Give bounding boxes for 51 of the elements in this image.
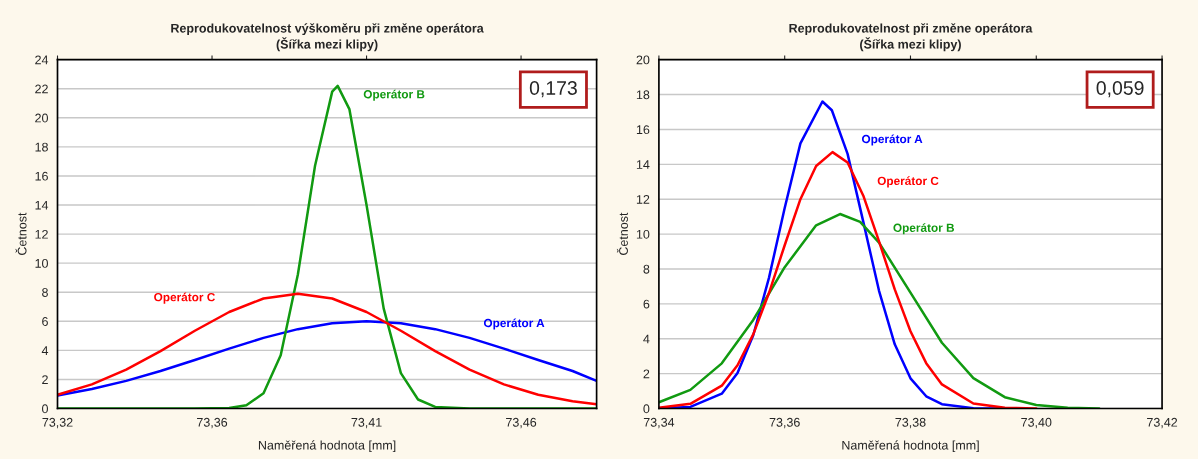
y-tick-label: 6 [42, 317, 48, 326]
x-tick-label: 73,46 [506, 417, 537, 429]
series-label: Operátor A [483, 318, 545, 330]
series-label: Operátor C [154, 292, 215, 304]
y-axis-title: Četnost [15, 212, 27, 255]
annotation: 0,173 [529, 81, 577, 98]
x-tick-label: 73,38 [895, 417, 926, 429]
y-tick-label: 18 [35, 142, 48, 152]
series-label: Operátor B [893, 223, 955, 235]
x-tick-label: 73,36 [197, 417, 228, 429]
x-tick-label: 73,36 [769, 417, 800, 429]
y-tick-label: 20 [636, 55, 650, 65]
y-tick-label: 0 [643, 404, 650, 414]
y-tick-label: 16 [35, 171, 48, 181]
line-series [658, 150, 1038, 409]
annotation: 0,059 [1096, 81, 1144, 98]
y-tick-label: 0 [42, 404, 48, 414]
y-tick-label: 12 [35, 229, 48, 239]
y-tick-label: 2 [42, 375, 48, 384]
y-tick-label: 8 [42, 288, 48, 297]
y-tick-label: 16 [636, 125, 650, 135]
y-tick-label: 20 [35, 113, 48, 123]
y-tick-label: 2 [643, 369, 650, 379]
x-tick-label: 73,41 [351, 417, 382, 429]
series-label: Operátor A [861, 134, 923, 146]
y-tick-label: 10 [35, 258, 48, 268]
y-tick-label: 22 [35, 84, 48, 94]
y-tick-label: 14 [35, 200, 49, 210]
x-tick-label: 73,32 [42, 417, 73, 429]
y-tick-label: 24 [35, 55, 49, 65]
line-series [57, 292, 597, 406]
x-axis-title: Naměřená hodnota [mm] [842, 440, 979, 453]
series-label: Operátor B [363, 89, 425, 101]
y-axis-title: Četnost [616, 212, 628, 255]
x-axis-title: Naměřená hodnota [mm] [258, 440, 396, 453]
series-label: Operátor C [877, 176, 939, 188]
x-tick-label: 73,40 [1021, 417, 1052, 429]
y-tick-label: 12 [636, 195, 650, 204]
y-tick-label: 14 [636, 160, 650, 169]
line-series [57, 320, 597, 397]
y-tick-label: 4 [643, 334, 650, 344]
x-tick-label: 73,42 [1147, 417, 1178, 429]
y-tick-label: 18 [636, 90, 650, 100]
chart-title: Reprodukovatelnost při změne operátora (Šířka mezi klipy) [789, 23, 1033, 52]
chart-title: Reprodukovatelnost výškoměru při změne operátora (Šířka mezi klipy) [171, 23, 484, 52]
y-tick-label: 4 [41, 346, 49, 355]
y-tick-label: 6 [643, 299, 650, 309]
y-tick-label: 8 [643, 264, 650, 274]
y-tick-label: 10 [636, 229, 650, 239]
line-series [658, 212, 1101, 409]
x-tick-label: 73,34 [643, 417, 675, 429]
